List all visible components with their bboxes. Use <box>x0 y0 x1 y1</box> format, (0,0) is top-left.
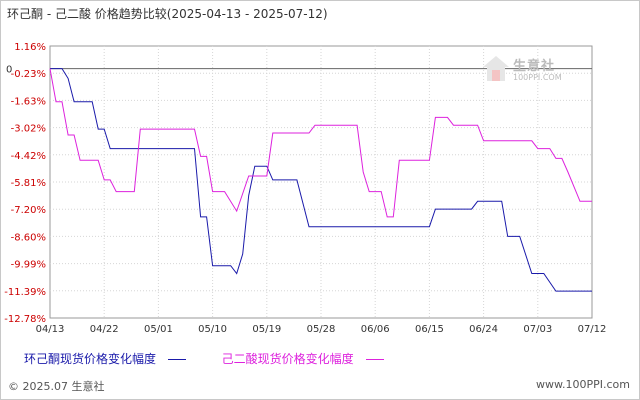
y-tick-label: -0.23% <box>11 69 46 80</box>
y-tick-label: -5.81% <box>11 178 46 189</box>
watermark-name: 生意社 <box>513 59 556 74</box>
x-tick-label: 05/01 <box>144 324 173 335</box>
legend-swatch-cyclohexanone <box>167 359 186 360</box>
y-tick-label: -1.63% <box>11 96 46 107</box>
x-tick-label: 07/12 <box>578 324 607 335</box>
chart-title: 环己酮 - 己二酸 价格趋势比较(2025-04-13 - 2025-07-12… <box>7 7 328 21</box>
legend-label-cyclohexanone: 环己酮现货价格变化幅度 <box>24 352 157 366</box>
footer-url[interactable]: www.100PPI.com <box>536 378 630 391</box>
y-tick-label: -7.20% <box>11 205 46 216</box>
y-tick-label: -12.78% <box>4 314 46 325</box>
y-tick-label: -9.99% <box>11 260 46 271</box>
watermark-url: 100PPI.COM <box>513 73 562 82</box>
legend-item-cyclohexanone: 环己酮现货价格变化幅度 <box>24 350 186 367</box>
grid-layer <box>49 45 593 319</box>
x-tick-label: 06/15 <box>415 324 444 335</box>
x-tick-label: 04/13 <box>36 324 65 335</box>
x-tick-label: 06/24 <box>469 324 498 335</box>
x-tick-label: 05/28 <box>307 324 336 335</box>
legend-label-adipic-acid: 己二酸现货价格变化幅度 <box>221 352 354 366</box>
y-tick-label: 1.16% <box>14 42 46 53</box>
legend-item-adipic-acid: 己二酸现货价格变化幅度 <box>222 350 384 367</box>
x-tick-label: 05/10 <box>198 324 227 335</box>
zero-label: 0 <box>6 65 12 76</box>
watermark-logo-icon <box>483 56 509 81</box>
footer-copyright: © 2025.07 生意社 <box>8 380 105 393</box>
y-tick-label: -8.60% <box>11 232 46 243</box>
legend-swatch-adipic-acid <box>365 359 384 360</box>
y-tick-label: -4.42% <box>11 151 46 162</box>
y-tick-label: -3.02% <box>11 124 46 135</box>
x-tick-label: 06/06 <box>361 324 390 335</box>
y-tick-label: -11.39% <box>4 287 46 298</box>
series-line-1 <box>49 68 592 218</box>
x-tick-label: 04/22 <box>90 324 119 335</box>
series-layer <box>49 68 592 292</box>
legend: 环己酮现货价格变化幅度 己二酸现货价格变化幅度 <box>24 350 416 367</box>
x-tick-label: 07/03 <box>523 324 552 335</box>
label-layer: 1.16% -0.23% -1.63% -3.02% -4.42% -5.81% -7.20… <box>4 42 606 335</box>
x-tick-label: 05/19 <box>252 324 281 335</box>
series-line-0 <box>50 68 592 292</box>
